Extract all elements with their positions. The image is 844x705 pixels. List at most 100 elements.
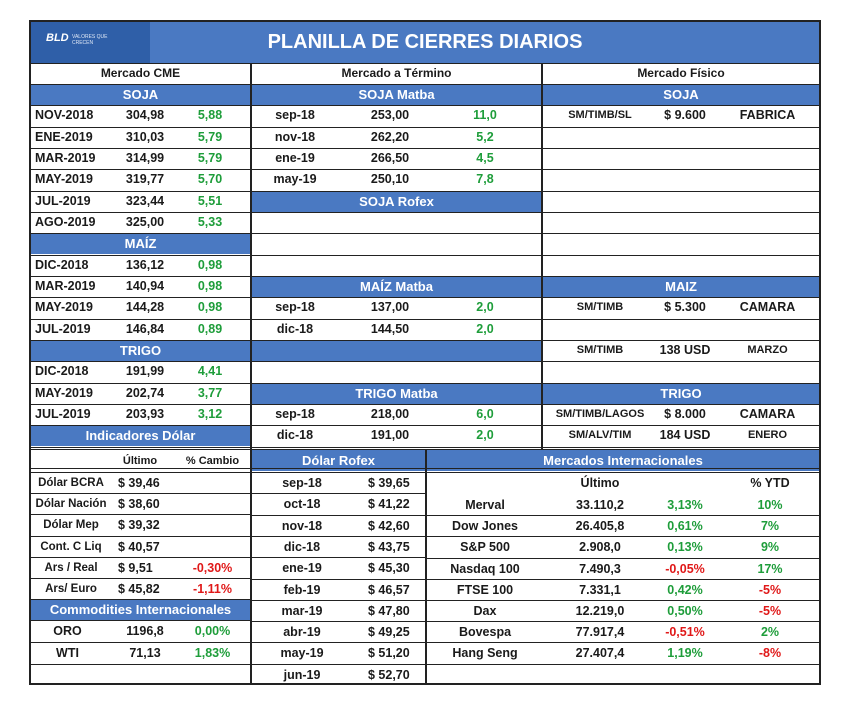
grid-line	[30, 276, 820, 277]
grid-line	[426, 600, 820, 601]
cme-trigo-month: JUL-2019	[35, 407, 91, 421]
fisico-maiz-dest: MARZO	[747, 344, 788, 356]
termino-soja-matba-header: SOJA Matba	[251, 84, 542, 105]
section-fisico: Mercado Físico	[542, 63, 820, 84]
fisico-trigo-price: $ 8.000	[664, 407, 706, 421]
rofex-month: jun-19	[283, 668, 321, 682]
intl-index-name: Dax	[473, 604, 497, 618]
commodity-name: ORO	[53, 624, 82, 638]
intl-index-change: -0,51%	[665, 625, 705, 639]
dolar-change	[180, 537, 245, 558]
fisico-maiz-type: SM/TIMB	[576, 301, 624, 313]
commodity-change: 0,00%	[194, 624, 231, 638]
intl-index-value: 26.405,8	[575, 519, 625, 533]
cme-soja-price: 319,77	[125, 172, 165, 186]
grid-line	[251, 642, 426, 643]
termino-soja-month: nov-18	[274, 130, 316, 144]
cme-soja-month: NOV-2018	[35, 108, 94, 122]
grid-line	[30, 664, 251, 665]
grid-line	[426, 642, 820, 643]
grid-line	[30, 514, 251, 515]
grid-line	[30, 127, 820, 128]
intl-index-ytd: 7%	[760, 519, 780, 533]
section-cme: Mercado CME	[30, 63, 251, 84]
intl-index-name: Bovespa	[458, 625, 512, 639]
grid-line	[30, 84, 820, 85]
cme-maiz-price: 136,12	[125, 258, 165, 272]
intl-col-ultimo: Último	[580, 476, 620, 490]
grid-line	[30, 212, 820, 213]
intl-index-value: 27.407,4	[575, 646, 625, 660]
intl-index-change: 3,13%	[667, 498, 703, 512]
dolar-col-ultimo: Último	[122, 455, 158, 467]
cme-soja-price: 310,03	[125, 130, 165, 144]
dolar-name: Ars / Real	[44, 562, 98, 574]
rofex-value: $ 39,65	[368, 476, 410, 490]
cme-soja-change: 5,33	[197, 215, 223, 229]
dolar-header: Indicadores Dólar	[30, 425, 251, 446]
grid-line	[30, 361, 820, 362]
cme-trigo-header: TRIGO	[30, 340, 251, 361]
grid-line	[30, 63, 820, 64]
grid-line	[251, 621, 426, 622]
grid-line	[426, 536, 820, 537]
termino-trigo-month: dic-18	[276, 428, 314, 442]
fisico-trigo-type: SM/TIMB/LAGOS	[555, 408, 645, 420]
title-banner	[30, 21, 820, 63]
termino-soja-month: ene-19	[275, 151, 315, 165]
grid-line	[251, 579, 426, 580]
intl-index-ytd: 9%	[760, 540, 780, 554]
termino-maiz-month: dic-18	[276, 322, 314, 336]
termino-maiz-price: 144,50	[370, 322, 410, 336]
grid-line	[251, 600, 426, 601]
intl-col-ytd: % YTD	[750, 476, 790, 490]
rofex-month: feb-19	[283, 583, 321, 597]
intl-index-change: 1,19%	[667, 646, 703, 660]
termino-soja-price: 266,50	[370, 151, 410, 165]
cme-soja-month: ENE-2019	[35, 130, 93, 144]
cme-trigo-month: MAY-2019	[35, 386, 93, 400]
grid-line	[30, 233, 820, 234]
grid-line	[426, 558, 820, 559]
dolar-name: Dólar Mep	[43, 519, 99, 531]
cme-soja-change: 5,79	[197, 151, 223, 165]
intl-index-name: Hang Seng	[452, 646, 518, 660]
rofex-month: ene-19	[282, 561, 322, 575]
dolar-value: $ 9,51	[118, 561, 153, 575]
dolar-value: $ 45,82	[118, 582, 160, 596]
cme-trigo-change: 4,41	[197, 364, 223, 378]
fisico-soja-header: SOJA	[542, 84, 820, 105]
rofex-value: $ 43,75	[368, 540, 410, 554]
grid-line	[30, 599, 251, 600]
termino-maiz-matba-header: MAÍZ Matba	[251, 276, 542, 297]
cme-soja-price: 323,44	[125, 194, 165, 208]
dolar-name: Cont. C Liq	[40, 541, 102, 553]
grid-line	[251, 536, 426, 537]
cme-soja-month: AGO-2019	[35, 215, 96, 229]
intl-index-ytd: 10%	[757, 498, 783, 512]
grid-line	[30, 191, 820, 192]
cme-maiz-price: 146,84	[125, 322, 165, 336]
fisico-trigo-dest: ENERO	[747, 429, 788, 441]
rofex-value: $ 47,80	[368, 604, 410, 618]
commodity-value: 1196,8	[126, 624, 164, 638]
cme-maiz-month: MAR-2019	[35, 279, 96, 293]
commodity-value: 71,13	[129, 646, 161, 660]
fisico-trigo-price: 184 USD	[659, 428, 711, 442]
rofex-value: $ 41,22	[368, 497, 410, 511]
dolar-change	[180, 473, 245, 494]
intl-index-ytd: 2%	[760, 625, 780, 639]
grid-line	[30, 340, 820, 341]
rofex-value: $ 45,30	[368, 561, 410, 575]
intl-index-ytd: -5%	[758, 604, 782, 618]
termino-soja-change: 5,2	[476, 130, 494, 144]
rofex-month: oct-18	[283, 497, 321, 511]
cme-maiz-month: DIC-2018	[35, 258, 89, 272]
termino-trigo-change: 6,0	[476, 407, 494, 421]
rofex-month: may-19	[280, 646, 324, 660]
grid-line	[30, 447, 820, 448]
fisico-soja-type: SM/TIMB/SL	[568, 109, 632, 121]
rofex-value: $ 51,20	[368, 646, 410, 660]
intl-index-name: S&P 500	[460, 540, 510, 554]
termino-maiz-price: 137,00	[370, 300, 410, 314]
